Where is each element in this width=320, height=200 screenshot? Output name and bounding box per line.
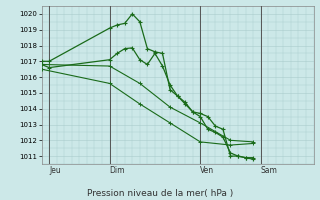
Text: Ven: Ven <box>200 166 214 175</box>
Text: Sam: Sam <box>261 166 277 175</box>
Text: Jeu: Jeu <box>49 166 61 175</box>
Text: Pression niveau de la mer( hPa ): Pression niveau de la mer( hPa ) <box>87 189 233 198</box>
Text: Dim: Dim <box>109 166 125 175</box>
